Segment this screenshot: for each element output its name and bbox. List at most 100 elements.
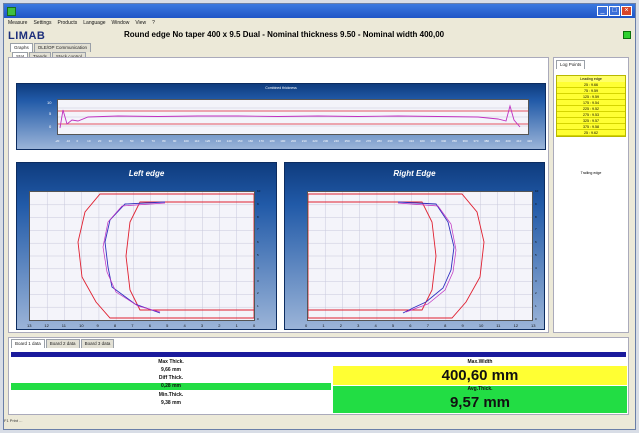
- right-edge-plot: [307, 191, 533, 321]
- left-edge-panel: Left edge 13 12 11 10 9 8 7 6 5 4 3 2 1 0 10 9 8 7 6 5 4 3 2 1 0: [16, 162, 277, 330]
- profile-x-tick: 220: [312, 139, 318, 143]
- profile-x-tick: 270: [366, 139, 372, 143]
- left-edge-plot: [29, 191, 255, 321]
- profile-x-tick: 330: [430, 139, 436, 143]
- profile-x-tick: 80: [162, 139, 166, 143]
- min-thick-value: 9,38 mm: [160, 400, 181, 406]
- left-edge-x-tick: 1: [235, 323, 238, 328]
- profile-x-tick: 90: [173, 139, 177, 143]
- log-point-row: 225 : 9.52: [557, 106, 625, 112]
- right-measured-profile: [397, 201, 455, 314]
- profile-y-tick: 0: [49, 124, 52, 129]
- tab-communication[interactable]: OLE/OP Communication: [33, 43, 91, 52]
- avg-thick-label: Avg.Thick.: [333, 386, 627, 392]
- max-width-value: 400,60 mm: [333, 366, 627, 385]
- tab-board-1[interactable]: Board 1 data: [11, 339, 45, 348]
- menu-window[interactable]: Window: [111, 20, 130, 26]
- profile-x-tick: 40: [119, 139, 123, 143]
- log-point-row: 125 : 9.59: [557, 94, 625, 100]
- left-edge-y-tick: 7: [257, 227, 259, 232]
- profile-x-tick: 360: [462, 139, 468, 143]
- profile-x-tick: 250: [344, 139, 350, 143]
- profile-x-tick: 160: [248, 139, 254, 143]
- profile-title: Combined thickness: [265, 86, 297, 90]
- menu-view[interactable]: View: [135, 20, 147, 26]
- menu-products[interactable]: Products: [57, 20, 78, 26]
- log-point-row: 75 : 9.59: [557, 88, 625, 94]
- left-edge-x-tick: 3: [200, 323, 204, 328]
- left-edge-x-tick: 9: [96, 323, 99, 328]
- profile-x-tick: 110: [194, 139, 200, 143]
- profile-plot: [57, 99, 529, 135]
- right-edge-y-tick: 9: [535, 201, 537, 206]
- summary-header-bar: [11, 352, 626, 357]
- profile-x-tick: 60: [140, 139, 145, 143]
- right-edge-y-tick: 2: [535, 291, 537, 296]
- left-edge-x-tick: 8: [113, 323, 117, 328]
- right-edge-x-tick: 0: [305, 323, 308, 328]
- board-tabs: Board 1 data Board 2 data Board 3 data: [11, 339, 115, 348]
- right-edge-panel: Right Edge 0 1 2 3 4 5 6 7 8 9 10 11 12 13 10 9 8 7 6 5 4 3 2 1…: [284, 162, 545, 330]
- profile-x-tick: 200: [291, 139, 297, 143]
- right-edge-y-tick: 5: [535, 253, 537, 257]
- profile-x-tick: 50: [130, 139, 134, 143]
- right-outer-outline: [307, 193, 485, 319]
- left-edge-y-tick: 4: [257, 265, 259, 270]
- profile-x-tick: 230: [323, 139, 329, 143]
- tab-graphs[interactable]: Graphs: [10, 43, 33, 52]
- profile-x-tick: 370: [473, 139, 479, 143]
- left-edge-x-tick: 5: [166, 323, 169, 328]
- trailing-edge-label: Trailing edge: [580, 171, 602, 175]
- minimize-button[interactable]: _: [597, 6, 608, 16]
- left-edge-x-tick: 13: [27, 323, 32, 328]
- tab-stack-control[interactable]: Stack control: [51, 52, 86, 61]
- profile-y-tick: 10: [47, 100, 52, 105]
- tab-trends[interactable]: Trends: [29, 52, 51, 61]
- profile-x-tick: 10: [87, 139, 91, 143]
- logo: LIMAB: [8, 29, 46, 42]
- profile-x-tick: 100: [183, 139, 189, 143]
- max-thick-value: 9,66 mm: [160, 367, 181, 373]
- profile-x-tick: 290: [387, 139, 393, 143]
- menu-settings[interactable]: Settings: [33, 20, 52, 26]
- profile-x-tick: 190: [280, 139, 286, 143]
- profile-x-tick: 180: [269, 139, 275, 143]
- tab-log-points[interactable]: Log Points: [556, 60, 586, 69]
- log-point-row: 275 : 9.53: [557, 112, 625, 118]
- left-edge-y-tick: 3: [257, 278, 259, 283]
- profile-x-tick: 140: [226, 139, 232, 143]
- profile-x-tick: 280: [376, 139, 382, 143]
- profile-x-tick: 380: [484, 139, 490, 143]
- top-tabs: Graphs OLE/OP Communication: [4, 43, 635, 52]
- right-edge-y-tick: 6: [535, 240, 537, 245]
- profile-x-tick: 20: [97, 139, 102, 143]
- board-summary: Board 1 data Board 2 data Board 3 data M…: [8, 337, 629, 415]
- right-edge-y-tick: 0: [535, 317, 537, 321]
- left-edge-y-tick: 0: [257, 317, 259, 321]
- maximize-button[interactable]: □: [609, 6, 620, 16]
- tab-board-2[interactable]: Board 2 data: [45, 339, 80, 348]
- min-thick-label: Min.Thick.: [158, 392, 184, 398]
- profile-svg: [58, 104, 528, 129]
- profile-x-tick: 260: [355, 139, 361, 143]
- right-edge-x-tick: 8: [444, 323, 447, 328]
- menu-language[interactable]: Language: [83, 20, 106, 26]
- close-button[interactable]: ×: [621, 6, 632, 16]
- menu-help[interactable]: ?: [152, 20, 155, 26]
- log-point-row: 375 : 9.58: [557, 124, 625, 130]
- tab-board-3[interactable]: Board 3 data: [80, 339, 115, 348]
- profile-x-tick: 420: [527, 139, 533, 143]
- profile-x-tick: 300: [398, 139, 404, 143]
- right-edge-y-tick: 7: [535, 227, 537, 232]
- left-inner-outline: [125, 201, 254, 311]
- tab-stat[interactable]: Stat: [12, 52, 29, 61]
- right-edge-x-tick: 10: [478, 323, 484, 328]
- right-inner-outline: [308, 201, 437, 311]
- profile-x-tick: 400: [505, 139, 511, 143]
- left-edge-y-tick: 10: [257, 189, 261, 193]
- left-edge-title: Left edge: [128, 169, 165, 178]
- max-thick-label: Max Thick.: [158, 359, 184, 365]
- left-measured-profile: [104, 201, 166, 314]
- profile-x-tick: 410: [516, 139, 522, 143]
- menu-measure[interactable]: Measure: [8, 20, 28, 26]
